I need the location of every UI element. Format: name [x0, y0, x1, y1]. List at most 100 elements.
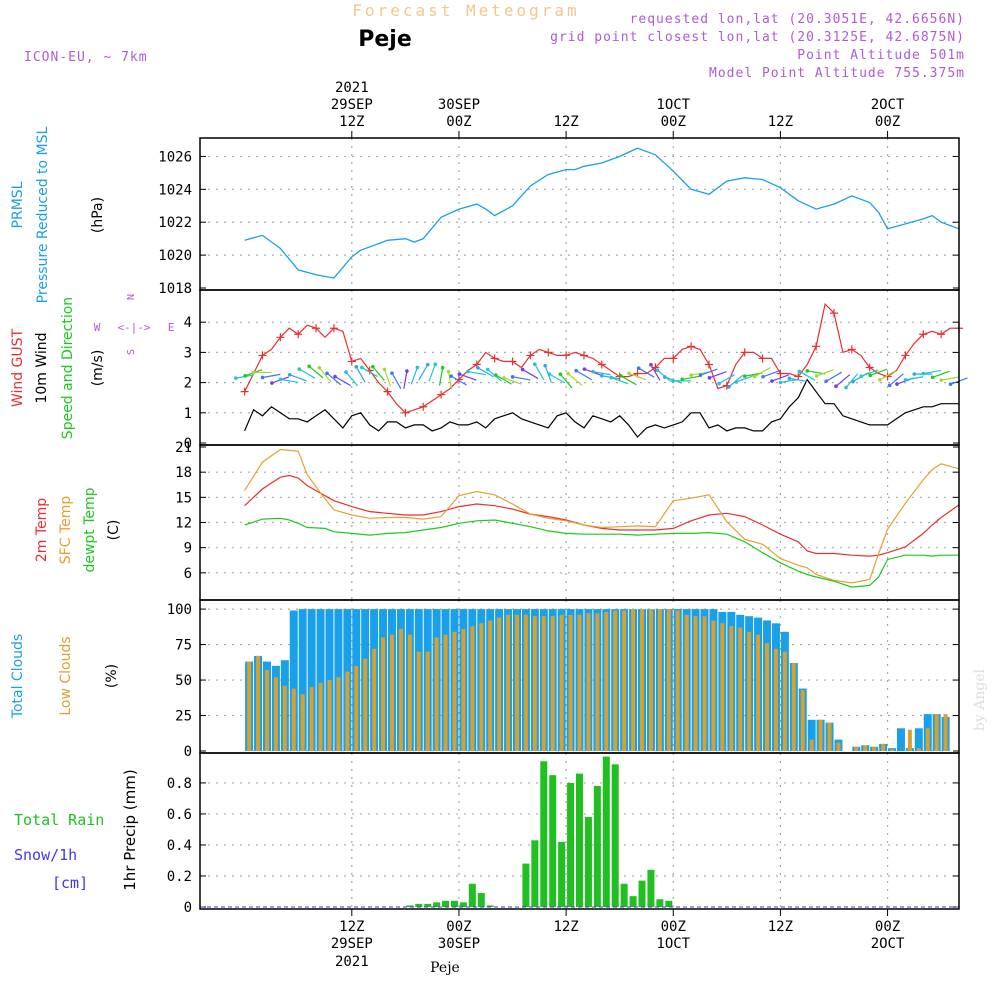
low-cloud-bar: [282, 685, 287, 751]
low-cloud-bar: [702, 616, 707, 751]
wind-arrow: [289, 374, 307, 382]
low-cloud-bar: [711, 620, 716, 751]
wind-arrow: [611, 377, 629, 385]
wind-arrow-head: [270, 381, 274, 385]
top-time-label: 2OCT: [871, 97, 905, 113]
compass-e: E: [168, 321, 175, 334]
wind-arrow-head: [627, 371, 631, 376]
low-cloud-bar: [604, 611, 609, 751]
top-time-label: 00Z: [661, 114, 686, 130]
wind-arrow-head: [805, 369, 810, 373]
low-cloud-bar: [363, 658, 368, 751]
rain-bar: [477, 893, 485, 907]
rain-bar: [424, 903, 432, 907]
rain-bar: [638, 880, 646, 907]
wind-arrow-head: [307, 364, 311, 369]
wind-arrow-head: [251, 370, 256, 375]
gust-marker: [240, 387, 249, 396]
wind-arrow-head: [278, 377, 283, 382]
low-cloud-bar: [264, 670, 269, 751]
rain-bar: [567, 782, 575, 907]
rain-bar: [531, 840, 539, 907]
rain-bar: [665, 900, 673, 907]
low-cloud-bar: [336, 677, 341, 751]
wind-arrow-head: [742, 374, 747, 378]
low-cloud-bar: [568, 614, 573, 751]
rain-bar: [415, 903, 423, 907]
wind-arrow: [299, 368, 316, 379]
wind-arrow-head: [574, 368, 578, 373]
panel-label: dewpt Temp: [82, 487, 98, 572]
bottom-time-label: 00Z: [661, 919, 686, 935]
gridpoint-coords: grid point closest lon,lat (20.3125E, 42…: [550, 30, 965, 45]
wind-arrow: [736, 375, 754, 383]
low-cloud-bar: [818, 719, 823, 751]
bottom-time-label: 12Z: [768, 919, 793, 935]
wind-arrow-head: [609, 375, 614, 380]
wind-speed-line: [244, 378, 959, 438]
low-cloud-bar: [247, 661, 252, 751]
low-cloud-bar: [622, 610, 627, 751]
wind-arrow-head: [939, 378, 944, 382]
wind-arrow-head: [859, 374, 864, 378]
wind-arrow-head: [502, 376, 506, 380]
low-cloud-bar: [765, 643, 770, 751]
wind-arrow: [403, 370, 408, 389]
low-cloud-bar: [559, 614, 564, 751]
model-label: ICON-EU, ~ 7km: [24, 50, 148, 65]
compass-arrow-h: <-|->: [117, 321, 150, 334]
wind-arrow: [326, 372, 342, 386]
wind-arrow: [410, 367, 418, 385]
low-cloud-bar: [327, 680, 332, 751]
total-cloud-bar: [896, 728, 905, 751]
top-time-label: 12Z: [553, 114, 578, 130]
low-cloud-bar: [256, 655, 261, 751]
wind-arrow: [361, 367, 378, 378]
wind-arrow-head: [770, 379, 774, 383]
low-cloud-bar: [890, 749, 895, 751]
wind-arrow: [383, 369, 392, 387]
wind-arrow-head: [457, 372, 462, 376]
wind-arrow: [879, 370, 896, 381]
y-tick-label: 50: [175, 673, 192, 689]
y-tick-label: 3: [184, 345, 192, 361]
snow-label: Snow/1h: [14, 846, 77, 864]
precip-axis-label: 1hr Precip (mm): [121, 769, 139, 890]
wind-arrow: [355, 366, 366, 383]
wind-arrow-head: [449, 374, 453, 378]
wind-arrow: [391, 372, 402, 390]
total-cloud-bar: [307, 609, 316, 751]
low-cloud-bar: [595, 613, 600, 751]
low-cloud-bar: [372, 648, 377, 751]
panel-label: (C): [106, 520, 122, 541]
wind-arrow-head: [727, 385, 731, 389]
bottom-time-label: 2OCT: [871, 936, 905, 952]
wind-arrow: [762, 370, 781, 378]
wind-arrow: [889, 373, 904, 386]
gust-marker: [812, 342, 821, 351]
wind-arrow: [447, 371, 453, 390]
low-cloud-bar: [773, 648, 778, 751]
bottom-time-label: 12Z: [339, 919, 364, 935]
top-time-label: 30SEP: [438, 97, 480, 113]
gust-marker: [526, 351, 535, 360]
gust-marker: [597, 360, 606, 369]
low-cloud-bar: [943, 714, 948, 751]
y-tick-label: 0: [184, 900, 192, 916]
wind-arrow: [549, 373, 566, 384]
gust-marker: [419, 402, 428, 411]
top-time-label: 1OCT: [656, 97, 690, 113]
wind-arrow: [861, 369, 879, 377]
wind-arrow-head: [671, 379, 675, 383]
gust-marker: [401, 408, 410, 417]
rain-bar: [593, 786, 601, 907]
y-tick-label: 25: [175, 709, 192, 725]
low-cloud-bar: [863, 745, 868, 751]
gust-marker: [865, 363, 874, 372]
wind-arrow-head: [851, 379, 855, 384]
gust-marker: [794, 372, 803, 381]
wind-arrow: [754, 367, 771, 378]
low-cloud-bar: [532, 616, 537, 751]
wind-arrow-head: [547, 372, 552, 376]
rain-bar: [540, 761, 548, 907]
